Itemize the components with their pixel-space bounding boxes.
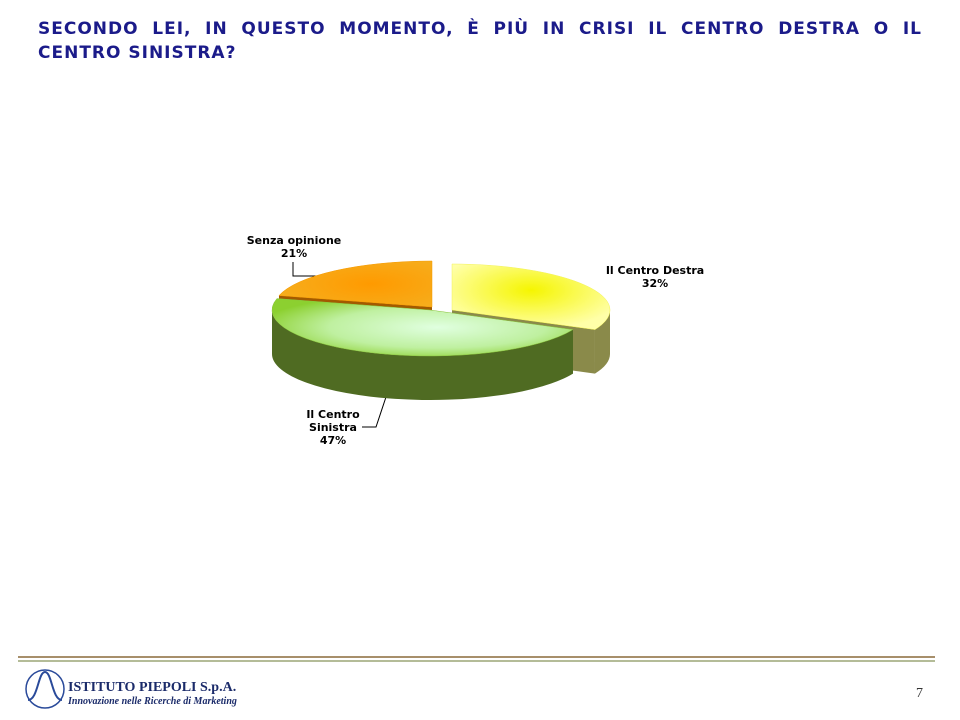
slice-label: Il Centro Destra 32% (600, 264, 710, 290)
leader-line (362, 396, 387, 428)
pie-slice (278, 260, 433, 308)
value-label: 32% (641, 277, 669, 290)
pie-wall (594, 310, 610, 374)
pie-wall (272, 310, 573, 400)
pie-slice (271, 298, 574, 357)
category-label: Il Centro Destra (605, 264, 705, 277)
category-label: Senza opinione (246, 234, 342, 247)
value-label: 47% (319, 434, 347, 447)
logo-icon (25, 669, 65, 709)
category-label: Il Centro Sinistra (306, 408, 360, 434)
logo-icon (27, 670, 63, 701)
chart-title: SECONDO LEI, IN QUESTO MOMENTO, È PIÙ IN… (38, 19, 922, 63)
company-tagline: Innovazione nelle Ricerche di Marketing (68, 696, 237, 707)
pie-slice (451, 263, 611, 330)
slice-label: Il Centro Sinistra 47% (298, 408, 368, 447)
value-label: 21% (280, 247, 308, 260)
page-number: 7 (916, 686, 923, 701)
slice-label: Senza opinione 21% (238, 234, 350, 260)
leader-line (292, 262, 318, 277)
company-name: ISTITUTO PIEPOLI S.p.A. (68, 680, 237, 695)
